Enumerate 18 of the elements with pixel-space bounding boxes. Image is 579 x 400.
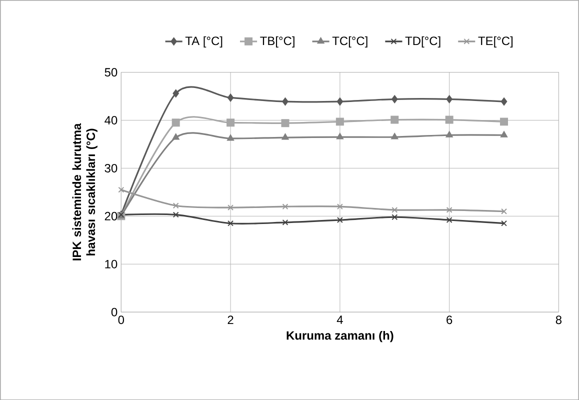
y-tick-label: 0 [111, 308, 118, 316]
x-tick-label: 6 [446, 315, 452, 324]
x-tick-label: 4 [336, 315, 343, 324]
legend-label: TC[°C] [332, 36, 368, 48]
y-tick-label: 50 [104, 68, 118, 76]
y-tick-label: 10 [105, 260, 118, 268]
legend-label: TB[°C] [260, 36, 294, 48]
y-tick-label: 30 [104, 164, 118, 172]
x-tick-label: 2 [228, 315, 234, 324]
legend-label: TE[°C] [478, 36, 513, 48]
legend-label: TA [°C] [185, 36, 222, 48]
y-tick-label: 20 [104, 212, 118, 220]
y-axis-title: IPK sisteminde kurutma havası sıcaklıkları (°C) [72, 123, 98, 260]
x-axis-title: Kuruma zamanı (h) [286, 330, 394, 342]
y-tick-label: 40 [104, 116, 118, 124]
legend-label: TD[°C] [405, 36, 440, 48]
x-tick-label: 8 [556, 315, 562, 324]
x-tick-label: 0 [118, 315, 124, 324]
